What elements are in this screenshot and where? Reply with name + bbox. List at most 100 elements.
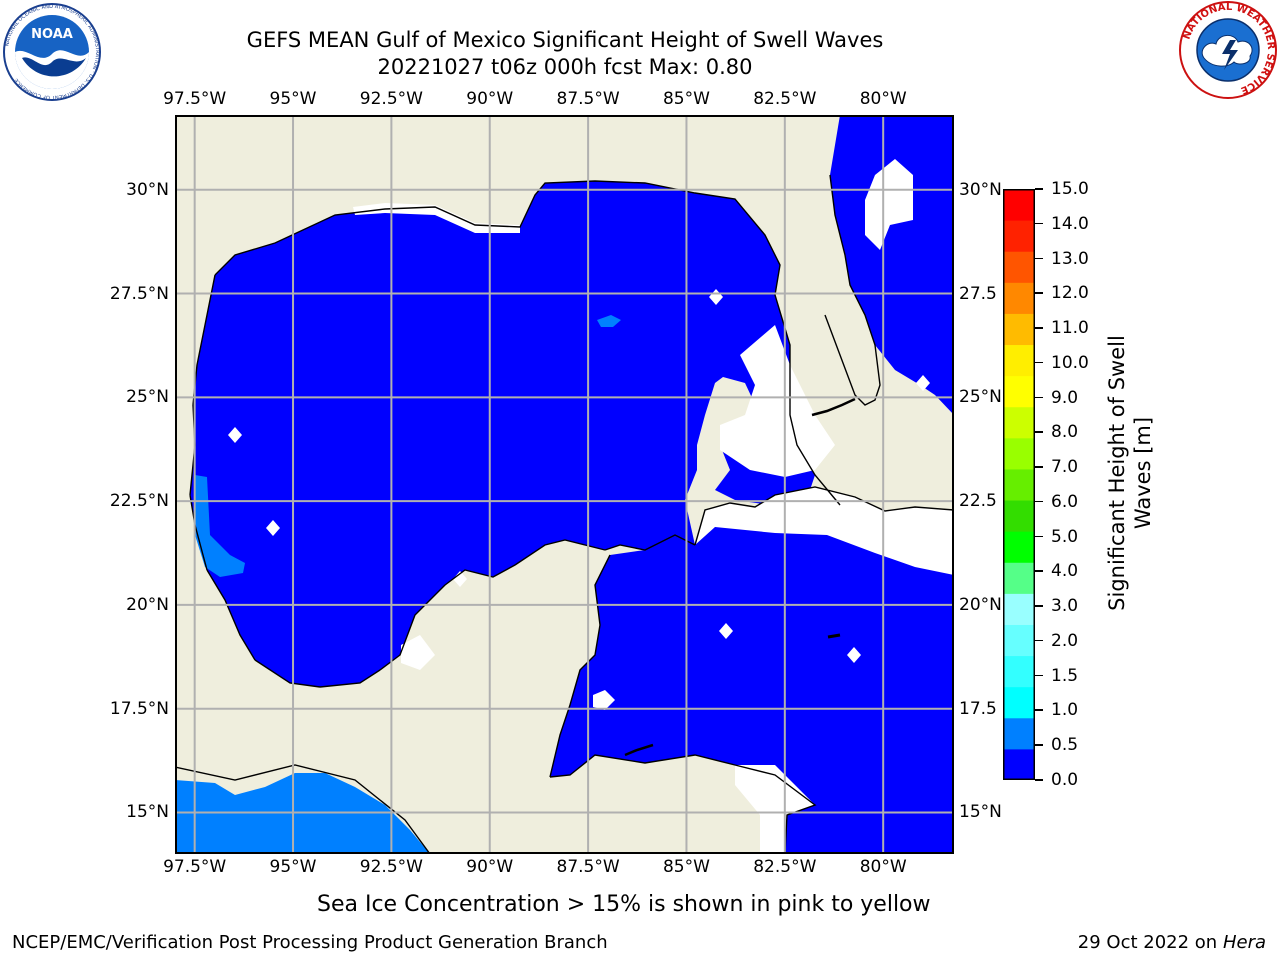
mask-florida-strait xyxy=(720,325,835,477)
lat-tick-label-right: 17.5 xyxy=(959,698,997,719)
grid-lines xyxy=(175,115,954,854)
mask-islet xyxy=(847,647,861,663)
colorbar-tick-label: 6.0 xyxy=(1051,491,1079,512)
colorbar-swatch xyxy=(1003,686,1035,719)
mask-bay-campeche xyxy=(401,635,435,670)
lon-tick-label-top: 82.5°W xyxy=(753,89,817,109)
colorbar-tick-mark xyxy=(1035,674,1043,677)
lat-tick-label-right: 22.5 xyxy=(959,491,997,512)
colorbar xyxy=(1003,189,1035,780)
colorbar-tick-mark xyxy=(1035,500,1043,503)
footer-date: 29 Oct 2022 on Hera xyxy=(1078,932,1266,953)
lon-tick-label-top: 87.5°W xyxy=(556,89,620,109)
colorbar-tick-label: 10.0 xyxy=(1051,352,1089,373)
colorbar-tick-mark xyxy=(1035,744,1043,746)
colorbar-tick-mark xyxy=(1035,327,1043,329)
colorbar-tick-label: 4.0 xyxy=(1051,561,1079,582)
lon-tick-label-bottom: 87.5°W xyxy=(556,857,620,877)
map-frame xyxy=(175,115,954,854)
colorbar-swatch xyxy=(1003,344,1035,377)
colorbar-frame xyxy=(1003,189,1035,780)
colorbar-swatch xyxy=(1003,437,1035,470)
lat-tick-label-left: 25°N xyxy=(126,387,169,408)
footer-host: Hera xyxy=(1222,932,1266,953)
lon-tick-label-top: 90°W xyxy=(466,89,514,109)
colorbar-tick-label: 13.0 xyxy=(1051,248,1089,269)
colorbar-swatch xyxy=(1003,220,1035,252)
colorbar-tick-mark xyxy=(1035,222,1043,225)
colorbar-tick-label: 14.0 xyxy=(1051,213,1089,234)
colorbar-tick-mark xyxy=(1035,257,1043,260)
colorbar-title-line1: Significant Height of Swell xyxy=(1105,335,1129,611)
colorbar-tick-mark xyxy=(1035,639,1043,642)
lat-tick-label-right: 30°N xyxy=(959,179,1002,200)
colorbar-tick-mark xyxy=(1035,779,1043,781)
cayman-island xyxy=(827,633,841,639)
colorbar-swatch xyxy=(1003,624,1035,657)
colorbar-swatch xyxy=(1003,375,1035,408)
lon-tick-label-bottom: 92.5°W xyxy=(359,857,423,877)
lat-tick-label-right: 27.5 xyxy=(959,283,997,304)
mask-panama xyxy=(593,690,615,710)
lat-tick-label-left: 17.5°N xyxy=(109,698,169,719)
lon-tick-label-bottom: 82.5°W xyxy=(753,857,817,877)
colorbar-swatch xyxy=(1003,189,1035,221)
colorbar-tick-mark xyxy=(1035,605,1043,607)
nws-logo-icon: NATIONAL WEATHER SERVICE xyxy=(1178,0,1278,100)
noaa-logo-icon: NOAA NATIONAL OCEANIC AND ATMOSPHERIC AD… xyxy=(2,2,102,102)
swell-0.5-1.0-pacific xyxy=(175,773,430,854)
colorbar-tick-mark xyxy=(1035,570,1043,572)
sea-ice-note: Sea Ice Concentration > 15% is shown in … xyxy=(317,892,931,917)
mask-cuba-south xyxy=(695,487,954,575)
colorbar-tick-mark xyxy=(1035,431,1043,433)
lon-tick-label-bottom: 85°W xyxy=(662,857,710,877)
lon-tick-label-bottom: 90°W xyxy=(466,857,514,877)
colorbar-tick-mark xyxy=(1035,361,1043,364)
lat-tick-label-left: 15°N xyxy=(126,802,169,823)
lon-tick-label-bottom: 95°W xyxy=(269,857,317,877)
lon-tick-label-top: 97.5°W xyxy=(163,89,227,109)
colorbar-tick-label: 12.0 xyxy=(1051,283,1089,304)
lon-tick-label-bottom: 97.5°W xyxy=(163,857,227,877)
lon-tick-label-top: 80°W xyxy=(859,89,907,109)
lat-tick-label-left: 22.5°N xyxy=(109,491,169,512)
colorbar-swatches xyxy=(1003,189,1035,780)
colorbar-tick-mark xyxy=(1035,292,1043,294)
lon-tick-label-bottom: 80°W xyxy=(859,857,907,877)
footer-date-text: 29 Oct 2022 on xyxy=(1077,932,1223,953)
lat-tick-label-left: 27.5°N xyxy=(109,283,169,304)
mask-islet xyxy=(916,375,930,391)
colorbar-tick-label: 15.0 xyxy=(1051,179,1089,199)
chart-title: GEFS MEAN Gulf of Mexico Significant Hei… xyxy=(246,28,884,52)
gulf-water xyxy=(190,181,815,687)
colorbar-tick-label: 7.0 xyxy=(1051,457,1079,478)
noaa-logo-text: NOAA xyxy=(31,27,73,42)
colorbar-swatch xyxy=(1003,562,1035,594)
lat-tick-label-right: 25°N xyxy=(959,387,1002,408)
colorbar-tick-label: 9.0 xyxy=(1051,387,1079,408)
colorbar-tick-label: 0.5 xyxy=(1051,735,1079,756)
colorbar-tick-label: 0.0 xyxy=(1051,770,1079,790)
mask-islet xyxy=(266,520,280,536)
colorbar-tick-mark xyxy=(1035,709,1043,711)
colorbar-swatch xyxy=(1003,500,1035,532)
lat-tick-label-left: 20°N xyxy=(126,594,169,615)
lat-tick-label-right: 15°N xyxy=(959,802,1002,823)
bay-islands xyxy=(624,743,654,757)
colorbar-swatch xyxy=(1003,406,1035,439)
colorbar-swatch xyxy=(1003,468,1035,501)
chart-subtitle: 20221027 t06z 000h fcst Max: 0.80 xyxy=(377,55,753,79)
colorbar-tick-mark xyxy=(1035,535,1043,538)
colorbar-swatch xyxy=(1003,531,1035,563)
colorbar-tick-label: 2.0 xyxy=(1051,630,1079,651)
colorbar-swatch xyxy=(1003,282,1035,314)
colorbar-tick-label: 5.0 xyxy=(1051,526,1079,547)
colorbar-tick-mark xyxy=(1035,188,1043,190)
map-panel xyxy=(175,115,954,854)
colorbar-tick-label: 11.0 xyxy=(1051,318,1089,339)
colorbar-tick-label: 3.0 xyxy=(1051,596,1079,617)
mask-islet xyxy=(453,571,467,587)
swell-0.5-1.0-central-gulf xyxy=(597,315,621,327)
colorbar-tick-mark xyxy=(1035,396,1043,399)
caribbean-water xyxy=(550,487,954,854)
